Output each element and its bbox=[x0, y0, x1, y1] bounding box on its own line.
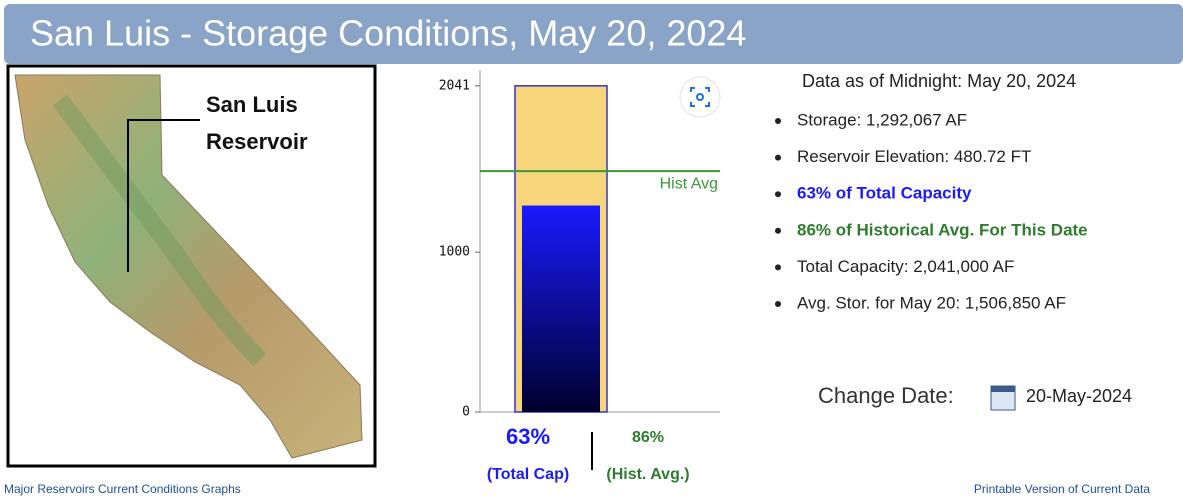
as-of: Data as of Midnight: May 20, 2024 bbox=[802, 71, 1076, 91]
y-tick-label: 0 bbox=[462, 405, 470, 420]
map-label: Reservoir bbox=[206, 129, 308, 154]
calendar-top bbox=[991, 386, 1015, 392]
storage-chart: 0 1000 2041 Hist Avg 63% (Total Cap) 86% (Hist.… bbox=[439, 70, 720, 483]
info-panel: Data as of Midnight: May 20, 2024 Storage… bbox=[775, 71, 1088, 313]
y-tick-label: 1000 bbox=[439, 245, 470, 260]
percent-caption: (Total Cap) bbox=[487, 466, 569, 483]
storage-bar bbox=[522, 206, 600, 412]
bullet bbox=[775, 264, 781, 270]
y-tick-label: 2041 bbox=[439, 78, 470, 93]
bullet bbox=[775, 155, 781, 161]
percent-label: 86% bbox=[632, 429, 664, 446]
info-item: Total Capacity: 2,041,000 AF bbox=[797, 257, 1014, 276]
info-item: Reservoir Elevation: 480.72 FT bbox=[797, 147, 1031, 166]
lens-button[interactable] bbox=[680, 77, 720, 117]
info-item: Storage: 1,292,067 AF bbox=[797, 110, 967, 129]
bullet bbox=[775, 118, 781, 124]
screen: San Luis - Storage Conditions, May 20, 2… bbox=[0, 0, 1183, 502]
footer-link[interactable]: Major Reservoirs Current Conditions Grap… bbox=[4, 482, 241, 496]
info-item: Avg. Stor. for May 20: 1,506,850 AF bbox=[797, 293, 1066, 312]
percent-label: 63% bbox=[506, 424, 550, 449]
info-item: 86% of Historical Avg. For This Date bbox=[797, 220, 1088, 239]
page: {"header": {"title": "San Luis - Storage… bbox=[0, 0, 1183, 502]
bullet bbox=[775, 228, 781, 234]
percent-caption: (Hist. Avg.) bbox=[606, 466, 689, 483]
footer-link[interactable]: Printable Version of Current Data bbox=[974, 482, 1150, 496]
info-item: 63% of Total Capacity bbox=[797, 184, 972, 203]
page-title: San Luis - Storage Conditions, May 20, 2… bbox=[30, 13, 746, 54]
bullet bbox=[775, 191, 781, 197]
change-date-label: Change Date: bbox=[818, 383, 954, 408]
hist-avg-label: Hist Avg bbox=[660, 175, 718, 192]
bullet bbox=[775, 301, 781, 307]
map-label: San Luis bbox=[206, 92, 298, 117]
change-date-value[interactable]: 20-May-2024 bbox=[1026, 386, 1132, 406]
